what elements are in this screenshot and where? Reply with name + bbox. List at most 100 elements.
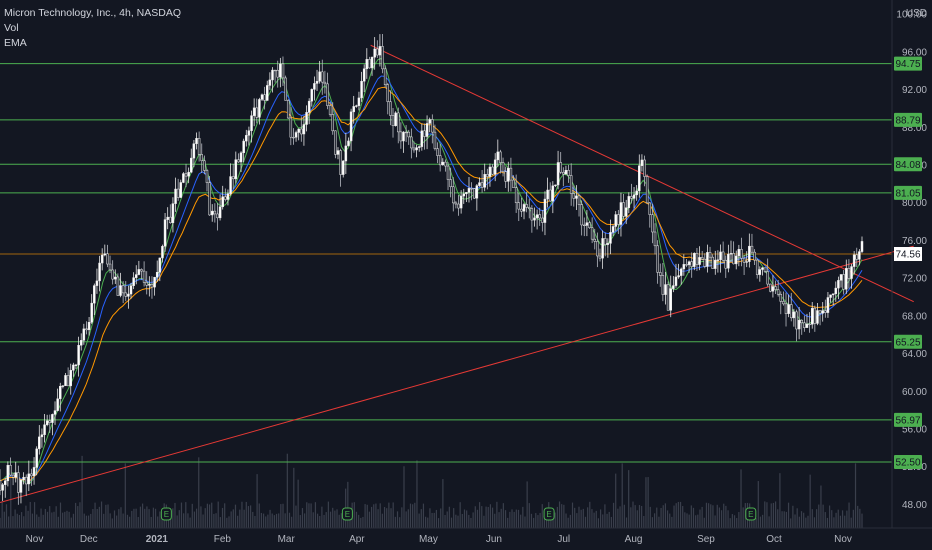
time-tick-label: May xyxy=(419,534,438,545)
volume-bar xyxy=(602,514,604,528)
time-tick-label: 2021 xyxy=(146,534,169,545)
symbol-title[interactable]: Micron Technology, Inc., 4h, NASDAQ xyxy=(4,7,182,19)
volume-bar xyxy=(68,511,70,528)
candle-body xyxy=(698,257,701,265)
candle xyxy=(619,192,623,237)
candle xyxy=(328,102,332,117)
volume-bar xyxy=(18,515,21,528)
candle-body xyxy=(203,160,206,171)
candle-body xyxy=(462,193,465,197)
candle-body xyxy=(307,100,311,113)
volume-bar xyxy=(77,506,79,528)
volume-bar xyxy=(353,502,355,528)
candle xyxy=(399,122,403,149)
volume-bars xyxy=(0,453,863,528)
volume-bar xyxy=(533,517,535,528)
candle-body xyxy=(394,112,397,127)
volume-bar xyxy=(628,470,630,528)
volume-bar xyxy=(446,511,448,528)
candle xyxy=(192,139,196,168)
candle-body xyxy=(603,238,607,245)
candle xyxy=(745,251,748,268)
candle xyxy=(826,292,830,318)
volume-bar xyxy=(241,501,243,528)
candle xyxy=(452,177,455,212)
candle xyxy=(475,184,479,211)
volume-bar xyxy=(822,504,824,528)
candle xyxy=(51,413,54,436)
indicator-vol[interactable]: Vol xyxy=(4,22,19,34)
volume-bar xyxy=(252,511,254,528)
volume-bar xyxy=(221,507,224,528)
candle-body xyxy=(719,251,722,261)
candle-body xyxy=(638,165,641,192)
candle xyxy=(124,281,128,302)
candle xyxy=(541,210,544,232)
volume-bar xyxy=(606,513,608,528)
candle-body xyxy=(391,115,395,127)
candle xyxy=(302,115,306,146)
price-tick-label: 60.00 xyxy=(902,387,927,398)
candle xyxy=(779,291,783,315)
volume-bar xyxy=(405,511,407,528)
candle-body xyxy=(444,161,447,167)
level-label: 81.05 xyxy=(894,185,922,200)
candle-body xyxy=(150,284,154,288)
candle xyxy=(559,151,562,175)
volume-bar xyxy=(859,508,861,528)
candle xyxy=(108,255,112,274)
candle-body xyxy=(640,159,644,166)
volume-bar xyxy=(338,514,340,528)
candle xyxy=(313,76,316,101)
candle-body xyxy=(77,345,80,366)
candle xyxy=(554,184,557,188)
candle xyxy=(661,263,665,302)
candle xyxy=(769,283,772,293)
indicator-ema[interactable]: EMA xyxy=(4,37,27,49)
volume-bar xyxy=(645,477,647,528)
volume-bar xyxy=(450,517,453,528)
level-label-bg xyxy=(894,112,922,127)
candle xyxy=(158,257,162,282)
candle xyxy=(847,259,851,289)
volume-bar xyxy=(796,508,798,528)
candle xyxy=(176,178,180,201)
volume-bar xyxy=(638,505,641,528)
candle xyxy=(839,274,843,288)
candle xyxy=(617,209,620,234)
level-labels: 94.75 88.79 84.08 81.05 65.25 56.97 52.50 xyxy=(894,56,922,469)
candle-body xyxy=(17,472,20,493)
candle-body xyxy=(672,285,675,289)
candle-body xyxy=(598,255,602,259)
candle xyxy=(85,321,88,335)
candle xyxy=(239,151,243,172)
volume-bar xyxy=(440,508,442,528)
candle-body xyxy=(593,238,596,242)
price-tick-label: 88.00 xyxy=(902,123,927,134)
candle xyxy=(716,250,720,273)
candle-body xyxy=(666,284,670,311)
volume-bar xyxy=(275,513,278,528)
candle xyxy=(268,72,272,90)
candle-body xyxy=(134,274,138,278)
candle xyxy=(774,280,777,295)
candle xyxy=(436,142,439,164)
candle xyxy=(231,163,235,190)
price-tick-label: 96.00 xyxy=(902,47,927,58)
candle-body xyxy=(459,195,463,209)
volume-bar xyxy=(723,503,725,528)
volume-bar xyxy=(699,509,701,528)
candle-body xyxy=(590,227,594,240)
volume-bar xyxy=(437,518,440,528)
candle-body xyxy=(423,130,426,137)
candle-body xyxy=(425,123,429,137)
time-axis[interactable]: Nov Dec 2021 Feb Mar Apr May Jun Jul Aug Sep Oct Nov xyxy=(26,534,852,545)
volume-bar xyxy=(651,517,654,528)
candle xyxy=(45,414,49,427)
candle xyxy=(478,177,481,187)
candle-body xyxy=(318,71,321,82)
candle-body xyxy=(750,245,754,253)
candle xyxy=(90,294,93,324)
candle xyxy=(404,125,408,143)
